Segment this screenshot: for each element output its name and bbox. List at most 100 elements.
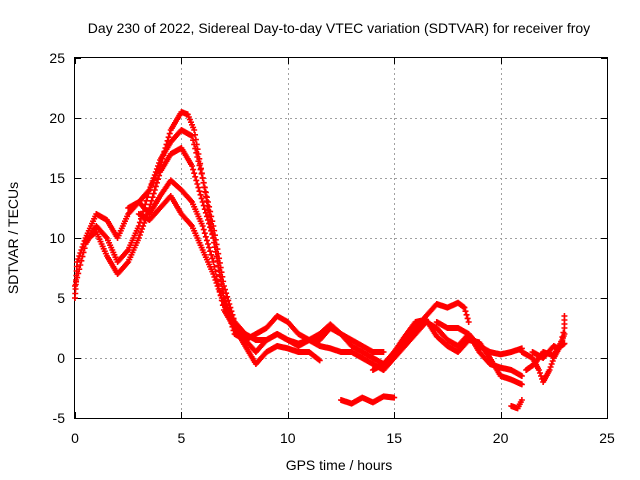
data-point: [73, 278, 80, 285]
data-point: [196, 188, 203, 195]
data-point: [208, 227, 215, 234]
data-point: [156, 172, 163, 179]
data-point: [146, 187, 153, 193]
x-tick-label: 25: [599, 430, 615, 446]
data-point: [548, 361, 555, 367]
data-point: [205, 217, 211, 223]
series-track-7: [369, 299, 472, 373]
data-point: [463, 311, 470, 318]
data-point: [210, 235, 217, 241]
data-point: [214, 258, 221, 265]
data-point: [213, 280, 220, 286]
data-point: [156, 160, 163, 166]
data-point: [210, 223, 217, 229]
data-point: [143, 197, 150, 204]
data-point: [140, 223, 147, 229]
data-point: [536, 370, 543, 376]
data-point: [190, 137, 197, 144]
data-point: [518, 373, 525, 379]
series-track-6: [338, 393, 398, 407]
data-point: [201, 230, 208, 237]
data-point: [196, 162, 203, 169]
data-point: [75, 270, 82, 277]
data-point: [207, 224, 214, 231]
data-point: [194, 154, 201, 160]
data-point: [150, 190, 157, 197]
data-point: [216, 271, 223, 278]
series-track-4: [125, 177, 387, 355]
data-point: [546, 367, 553, 373]
data-point: [199, 175, 206, 181]
data-point: [535, 367, 542, 373]
data-point: [547, 364, 554, 370]
data-point: [206, 220, 213, 227]
data-point: [212, 277, 219, 283]
data-point: [166, 130, 173, 137]
data-point: [147, 184, 154, 190]
data-point: [152, 183, 159, 190]
data-point: [72, 283, 78, 289]
series-track-1: [72, 109, 387, 367]
data-point: [199, 223, 206, 229]
data-point: [218, 295, 225, 301]
data-point: [79, 253, 86, 260]
data-point: [154, 176, 161, 183]
data-point: [197, 191, 204, 198]
data-point: [151, 187, 158, 193]
data-point: [149, 178, 156, 184]
data-point: [136, 232, 143, 238]
data-point: [561, 340, 568, 347]
data-point: [154, 163, 161, 169]
data-point: [518, 381, 525, 388]
data-point: [77, 262, 84, 268]
data-point: [203, 213, 210, 220]
data-point: [203, 237, 210, 244]
data-point: [207, 208, 214, 215]
x-tick-label: 10: [280, 430, 296, 446]
data-point: [464, 315, 471, 322]
data-point: [224, 293, 231, 300]
data-point: [81, 245, 88, 252]
data-point: [191, 141, 198, 148]
data-point: [74, 274, 81, 281]
data-point: [189, 163, 196, 169]
data-point: [193, 177, 200, 184]
data-point: [76, 266, 83, 273]
data-point: [207, 248, 214, 255]
data-point: [213, 253, 220, 260]
data-point: [201, 206, 208, 213]
data-point: [153, 179, 160, 186]
data-point: [315, 356, 322, 363]
data-point: [197, 166, 204, 173]
data-point: [209, 255, 216, 262]
data-point: [211, 274, 218, 280]
data-point: [191, 170, 198, 177]
data-point: [153, 166, 160, 172]
data-point: [149, 194, 156, 201]
data-point: [78, 257, 85, 264]
data-point: [316, 357, 323, 364]
data-point: [148, 181, 155, 187]
y-tick-label: -5: [53, 410, 66, 426]
data-point: [194, 181, 201, 187]
data-point: [198, 170, 205, 177]
x-tick-label: 0: [71, 430, 79, 446]
series-track-5: [135, 193, 249, 337]
y-tick-label: 0: [57, 350, 65, 366]
series-track-3: [82, 145, 323, 367]
series-track-10: [433, 319, 525, 379]
data-point: [74, 259, 81, 265]
data-point: [144, 194, 151, 201]
data-point: [150, 175, 157, 181]
data-point: [191, 127, 198, 133]
data-point: [217, 292, 224, 298]
data-point: [209, 218, 216, 225]
data-point: [462, 308, 469, 315]
data-point: [215, 286, 222, 292]
y-tick-label: 25: [49, 50, 65, 66]
data-point: [200, 202, 207, 209]
data-point: [380, 349, 387, 355]
data-point: [465, 319, 472, 325]
chart-title: Day 230 of 2022, Sidereal Day-to-day VTE…: [88, 20, 590, 36]
